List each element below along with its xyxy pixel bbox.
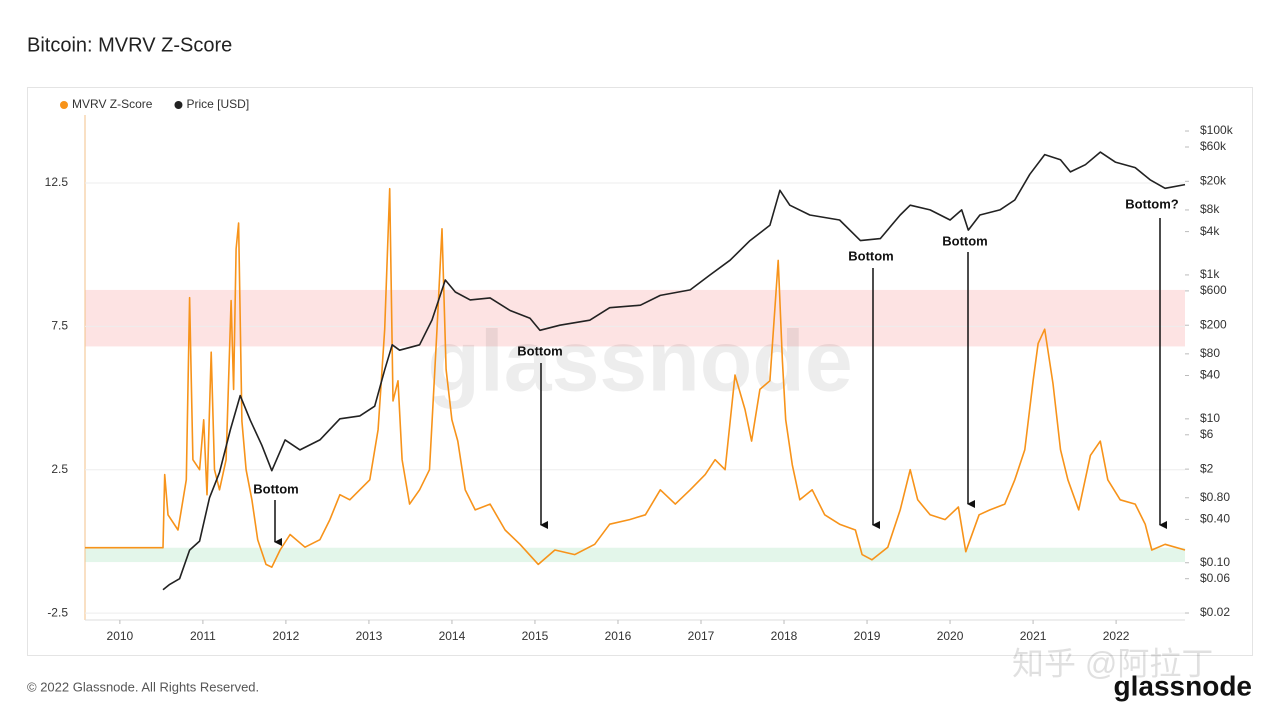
x-tick-label: 2010 bbox=[107, 629, 134, 643]
y2-tick-label: $0.02 bbox=[1200, 605, 1230, 619]
y2-tick-label: $2 bbox=[1200, 461, 1214, 475]
legend-label: MVRV Z-Score bbox=[72, 97, 153, 111]
x-tick-label: 2013 bbox=[356, 629, 383, 643]
y2-tick-label: $40 bbox=[1200, 368, 1220, 382]
chart-frame bbox=[27, 87, 1253, 656]
y2-tick-label: $80 bbox=[1200, 346, 1220, 360]
y2-tick-label: $0.40 bbox=[1200, 512, 1230, 526]
x-tick-label: 2020 bbox=[937, 629, 964, 643]
y-tick-label: 2.5 bbox=[51, 462, 68, 476]
y2-tick-label: $0.06 bbox=[1200, 571, 1230, 585]
x-tick-label: 2021 bbox=[1020, 629, 1047, 643]
y2-tick-label: $4k bbox=[1200, 224, 1220, 238]
x-tick-label: 2011 bbox=[190, 629, 216, 643]
annotation-label: Bottom bbox=[517, 343, 563, 358]
legend-swatch bbox=[60, 101, 68, 109]
annotation-label: Bottom bbox=[942, 233, 988, 248]
legend-label: Price [USD] bbox=[186, 97, 249, 111]
credit: 知乎 @阿拉丁 bbox=[1012, 645, 1213, 681]
annotations: Bottom Bottom Bottom Bottom Bottom? bbox=[253, 196, 1179, 546]
y2-tick-label: $20k bbox=[1200, 173, 1227, 187]
chart-title: Bitcoin: MVRV Z-Score bbox=[27, 34, 232, 56]
x-tick-label: 2012 bbox=[273, 629, 300, 643]
annotation-label: Bottom bbox=[848, 248, 894, 263]
x-tick-label: 2019 bbox=[854, 629, 881, 643]
series-line bbox=[85, 187, 1186, 568]
band bbox=[85, 547, 1185, 563]
y2-tick-label: $10 bbox=[1200, 411, 1220, 425]
y2-tick-label: $100k bbox=[1200, 123, 1234, 137]
y2-tick-label: $8k bbox=[1200, 202, 1220, 216]
y2-tick-label: $600 bbox=[1200, 283, 1227, 297]
x-tick-label: 2022 bbox=[1103, 629, 1130, 643]
y2-tick-label: $6 bbox=[1200, 427, 1214, 441]
y2-tick-label: $60k bbox=[1200, 139, 1227, 153]
y2-tick-label: $1k bbox=[1200, 267, 1220, 281]
x-tick-label: 2018 bbox=[771, 629, 798, 643]
y2-tick-label: $200 bbox=[1200, 317, 1227, 331]
watermark: glassnode bbox=[427, 314, 852, 410]
annotation-label: Bottom? bbox=[1125, 196, 1178, 211]
x-tick-label: 2016 bbox=[605, 629, 632, 643]
x-tick-label: 2014 bbox=[439, 629, 466, 643]
footer: © 2022 Glassnode. All Rights Reserved. bbox=[27, 679, 259, 694]
grid: -2.5 2.5 7.5 12.5 $100k $60k $20k $8k $4k $1k $600… bbox=[45, 115, 1234, 643]
band bbox=[85, 289, 1185, 347]
y-tick-label: -2.5 bbox=[47, 605, 68, 619]
x-tick-label: 2015 bbox=[522, 629, 549, 643]
x-tick-label: 2017 bbox=[688, 629, 715, 643]
logo: glassnode bbox=[1114, 670, 1252, 701]
y-tick-label: 12.5 bbox=[45, 175, 69, 189]
series-line bbox=[162, 151, 1186, 591]
legend: MVRV Z-Score Price [USD] bbox=[60, 97, 249, 111]
y-tick-label: 7.5 bbox=[51, 319, 68, 333]
y2-tick-label: $0.80 bbox=[1200, 490, 1230, 504]
plot bbox=[85, 151, 1186, 591]
y2-tick-label: $0.10 bbox=[1200, 555, 1230, 569]
annotation-label: Bottom bbox=[253, 481, 299, 496]
legend-swatch bbox=[174, 101, 183, 109]
bands bbox=[85, 289, 1185, 563]
